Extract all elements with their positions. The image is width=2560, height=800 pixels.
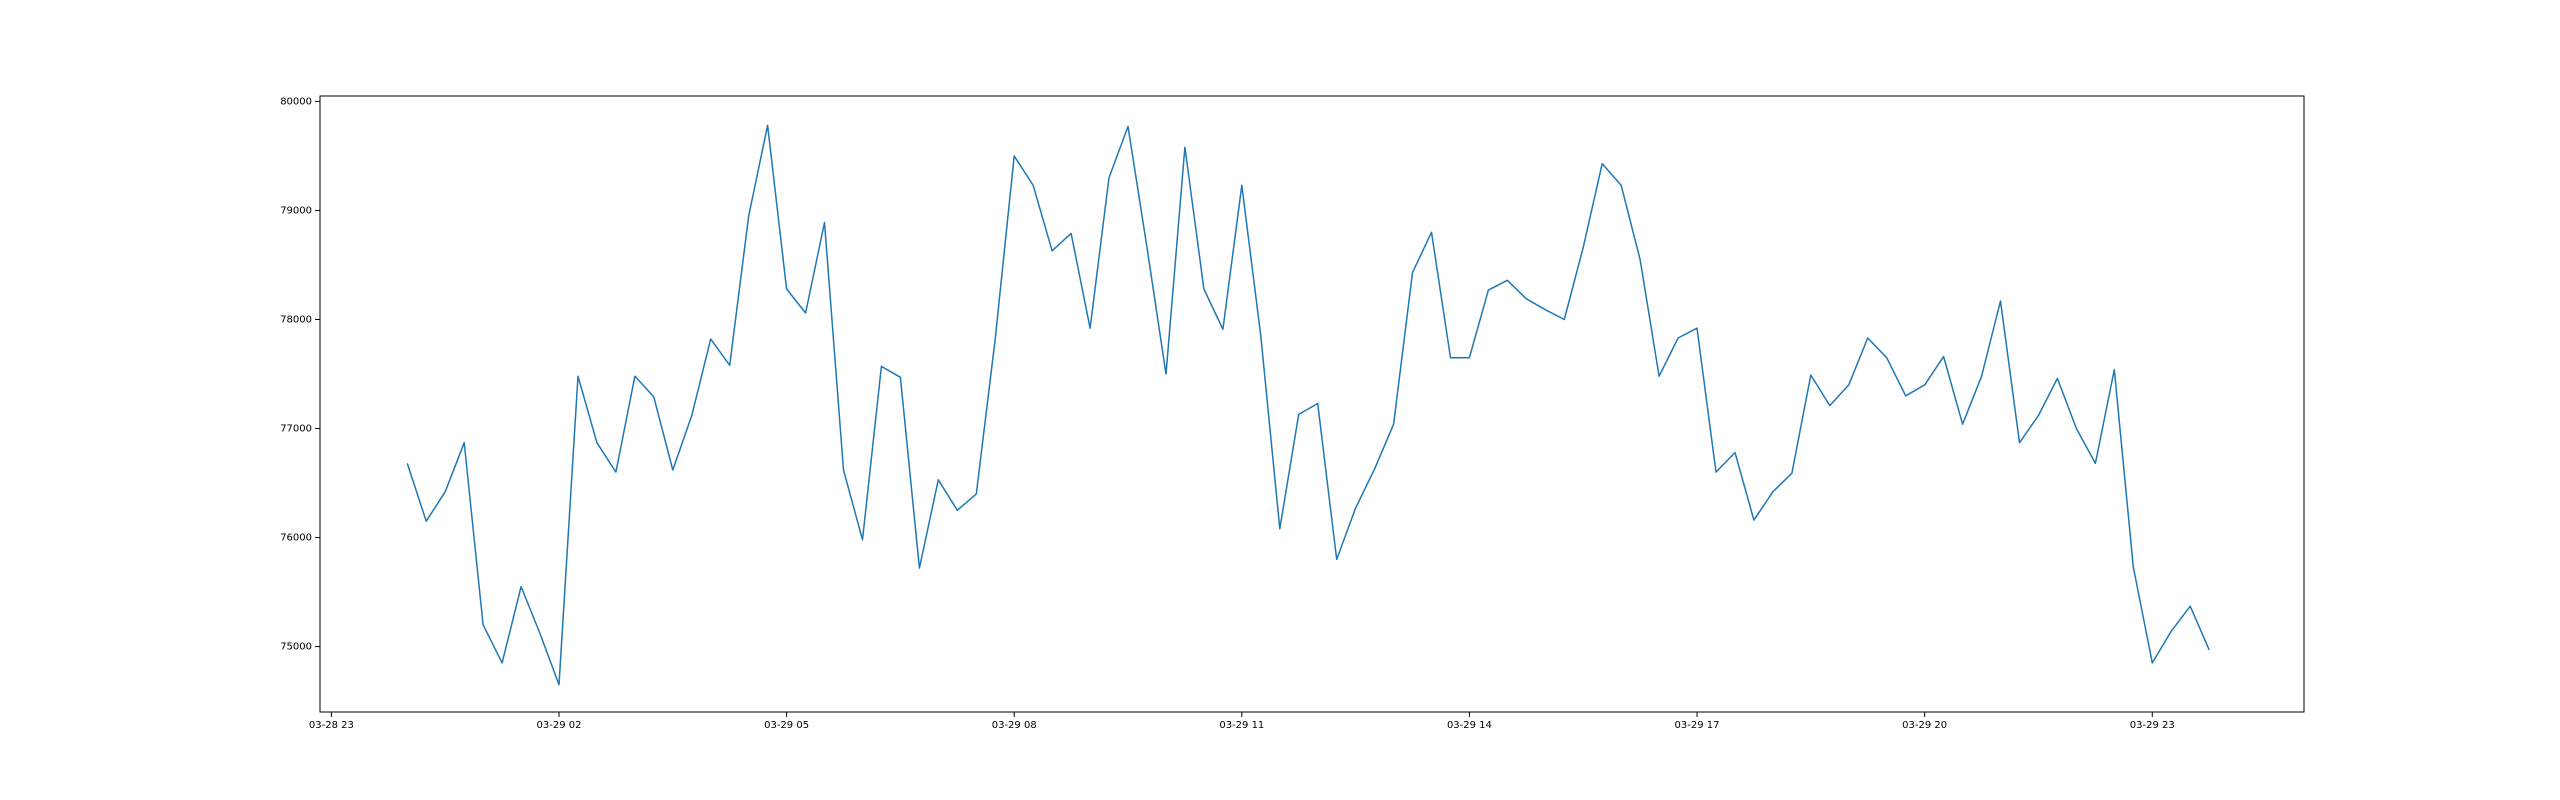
y-tick-label: 80000 xyxy=(280,96,312,107)
y-tick-label: 77000 xyxy=(280,424,312,435)
x-tick-label: 03-29 23 xyxy=(2130,720,2175,731)
y-tick-label: 75000 xyxy=(280,642,312,653)
x-tick-label: 03-29 20 xyxy=(1902,720,1947,731)
x-tick-label: 03-29 05 xyxy=(764,720,809,731)
y-axis: 75000 76000 77000 78000 79000 80000 xyxy=(280,96,320,653)
x-tick-label: 03-29 17 xyxy=(1675,720,1720,731)
x-tick-label: 03-29 02 xyxy=(537,720,582,731)
x-tick-label: 03-29 08 xyxy=(992,720,1037,731)
x-axis: 03-28 23 03-29 02 03-29 05 03-29 08 03-29 11… xyxy=(309,712,2175,731)
x-tick-label: 03-29 11 xyxy=(1219,720,1264,731)
y-tick-label: 79000 xyxy=(280,205,312,216)
y-tick-label: 76000 xyxy=(280,533,312,544)
x-tick-label: 03-28 23 xyxy=(309,720,354,731)
plot-frame xyxy=(319,95,2305,713)
y-tick-label: 78000 xyxy=(280,315,312,326)
plot-background xyxy=(320,96,2304,712)
x-tick-label: 03-29 14 xyxy=(1447,720,1492,731)
series-line xyxy=(406,124,2210,686)
